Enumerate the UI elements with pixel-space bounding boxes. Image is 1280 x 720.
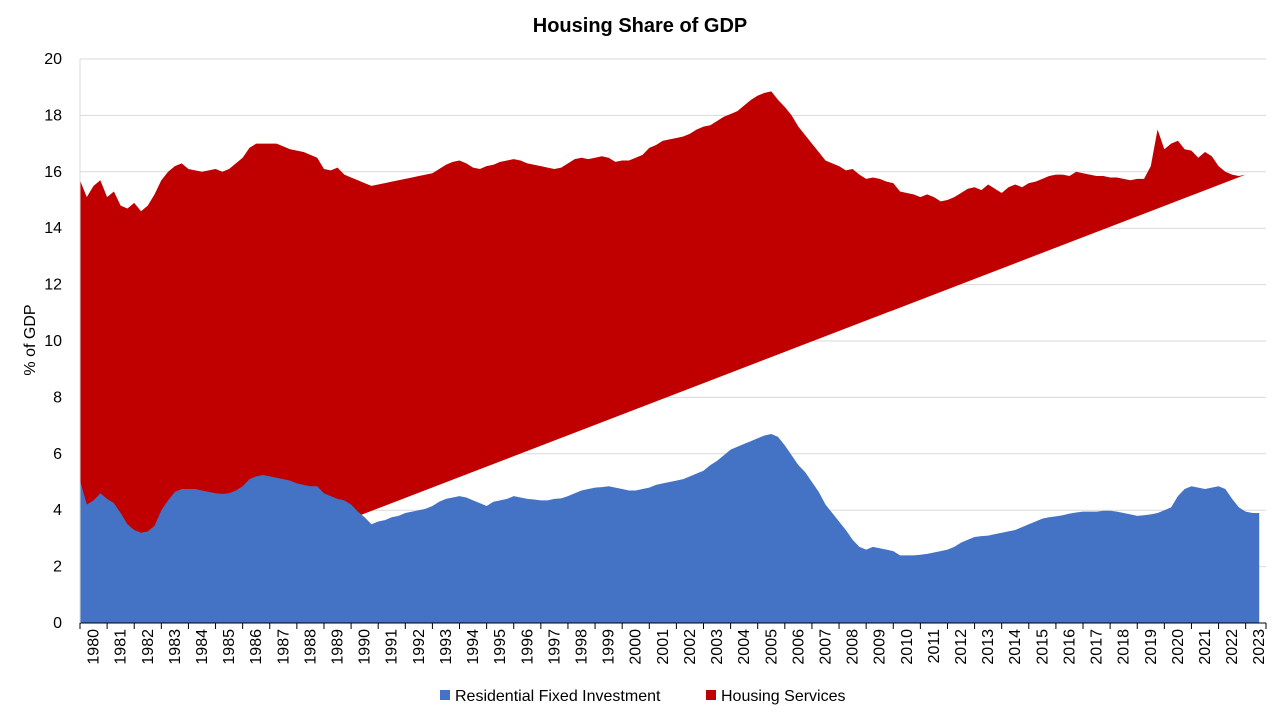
x-tick-label-2007: 2007 (817, 629, 834, 665)
y-axis-label: % of GDP (22, 304, 39, 375)
x-tick-label-1994: 1994 (465, 629, 482, 665)
x-tick-label-2010: 2010 (899, 629, 916, 665)
series-area-residential-fixed-investment (80, 434, 1260, 623)
y-tick-label-4: 4 (53, 502, 62, 519)
y-tick-label-20: 20 (44, 51, 62, 68)
x-tick-label-2013: 2013 (980, 629, 997, 665)
x-tick-label-1985: 1985 (221, 629, 238, 665)
x-tick-label-1984: 1984 (194, 629, 211, 665)
x-tick-label-1991: 1991 (384, 629, 401, 665)
x-tick-label-2012: 2012 (953, 629, 970, 665)
x-tick-label-2021: 2021 (1197, 629, 1214, 665)
x-tick-label-2018: 2018 (1116, 629, 1133, 665)
x-tick-label-2019: 2019 (1143, 629, 1160, 665)
x-tick-label-1995: 1995 (492, 629, 509, 665)
x-tick-label-2017: 2017 (1089, 629, 1106, 665)
legend: Residential Fixed Investment Housing Serv… (440, 688, 846, 705)
x-tick-label-1987: 1987 (275, 629, 292, 665)
x-tick-label-2014: 2014 (1007, 629, 1024, 665)
x-tick-label-2015: 2015 (1034, 629, 1051, 665)
x-tick-label-2004: 2004 (736, 629, 753, 665)
y-tick-label-2: 2 (53, 559, 62, 576)
x-tick-labels: 1980 1981 1982 1983 1984 1985 1986 1987 1988 1989… (86, 629, 1269, 665)
x-tick-label-1983: 1983 (167, 629, 184, 665)
axes (79, 59, 1267, 629)
x-tick-label-2011: 2011 (926, 629, 943, 664)
x-tick-label-2005: 2005 (763, 629, 780, 665)
y-tick-label-12: 12 (44, 277, 62, 294)
plot-areas (80, 91, 1260, 624)
x-tick-label-1996: 1996 (519, 629, 536, 665)
x-tick-label-1988: 1988 (302, 629, 319, 665)
series-area-housing-services (80, 91, 1246, 624)
x-tick-label-2016: 2016 (1061, 629, 1078, 665)
x-tick-label-1999: 1999 (601, 629, 618, 665)
y-tick-label-8: 8 (53, 389, 62, 406)
legend-label-housing-services: Housing Services (721, 688, 846, 705)
legend-swatch-housing-services (706, 690, 716, 700)
x-tick-label-2003: 2003 (709, 629, 726, 665)
x-tick-label-2023: 2023 (1251, 629, 1268, 665)
x-tick-label-1997: 1997 (546, 629, 563, 665)
x-tick-label-1993: 1993 (438, 629, 455, 665)
y-tick-label-14: 14 (44, 220, 62, 237)
y-tick-label-10: 10 (44, 333, 62, 350)
chart-title: Housing Share of GDP (533, 15, 747, 37)
x-tick-label-2008: 2008 (845, 629, 862, 665)
x-tick-label-2000: 2000 (628, 629, 645, 665)
x-tick-label-2001: 2001 (655, 629, 672, 665)
x-tick-label-2009: 2009 (872, 629, 889, 665)
x-tick-label-2002: 2002 (682, 629, 699, 665)
x-tick-label-1989: 1989 (330, 629, 347, 665)
x-tick-label-1980: 1980 (86, 629, 103, 665)
y-tick-label-0: 0 (53, 615, 62, 632)
y-tick-label-18: 18 (44, 107, 62, 124)
y-tick-label-16: 16 (44, 164, 62, 181)
x-tick-label-2020: 2020 (1170, 629, 1187, 665)
x-tick-label-1998: 1998 (574, 629, 591, 665)
y-tick-label-6: 6 (53, 446, 62, 463)
y-tick-labels: 0 2 4 6 8 10 12 14 16 18 20 (44, 51, 62, 632)
legend-swatch-residential-fixed-investment (440, 690, 450, 700)
x-tick-label-1982: 1982 (140, 629, 157, 665)
x-tick-label-1981: 1981 (113, 629, 130, 665)
x-tick-label-1992: 1992 (411, 629, 428, 665)
x-tick-label-1990: 1990 (357, 629, 374, 665)
x-tick-label-1986: 1986 (248, 629, 265, 665)
x-tick-label-2006: 2006 (790, 629, 807, 665)
legend-label-residential-fixed-investment: Residential Fixed Investment (455, 688, 661, 705)
x-tick-label-2022: 2022 (1224, 629, 1241, 665)
